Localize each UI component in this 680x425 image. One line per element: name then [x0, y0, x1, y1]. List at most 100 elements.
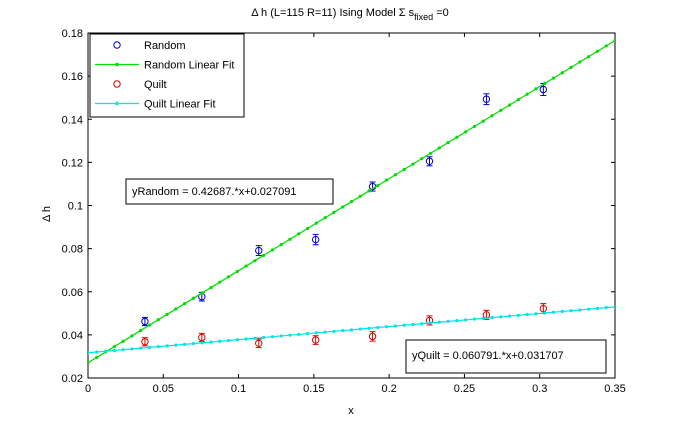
fit-line-marker [183, 342, 187, 346]
legend-line-marker [115, 62, 119, 67]
fit-line-marker [428, 151, 433, 155]
data-point [141, 338, 149, 346]
fit-line-marker [472, 124, 477, 129]
fit-line-marker [499, 108, 503, 112]
legend-point-symbol [113, 41, 121, 49]
fit-line-marker [385, 325, 389, 329]
fit-line-marker [385, 178, 389, 182]
fit-line-marker [244, 264, 248, 268]
data-point [539, 85, 548, 94]
fit-line-marker [455, 135, 459, 139]
chart-title-main: Δ h (L=115 R=11) Ising Model Σ s [251, 7, 414, 19]
annotation-random-fit-text: yRandom = 0.42687.*x+0.027091 [132, 186, 297, 198]
fit-line-marker [595, 306, 600, 311]
y-tick-label: 0.14 [62, 114, 83, 126]
fit-line-marker [270, 335, 275, 339]
fit-line-marker [604, 306, 608, 310]
fit-line-marker [305, 332, 310, 336]
fit-line-marker [367, 326, 371, 330]
fit-line-marker [543, 81, 547, 86]
fit-line-marker [525, 92, 529, 96]
fit-line-marker [174, 343, 178, 347]
x-tick-label: 0.25 [454, 383, 475, 395]
series-random [141, 82, 548, 327]
fit-line-marker [323, 216, 327, 220]
y-tick-label: 0.02 [62, 373, 83, 385]
fit-line-marker [481, 316, 485, 320]
fit-line-marker [446, 140, 450, 145]
x-tick-label: 0.3 [532, 383, 547, 395]
fit-line-marker [165, 312, 169, 316]
fit-line-marker [551, 310, 556, 314]
fit-line-quilt-linear-fit [88, 305, 615, 355]
fit-line-marker [358, 327, 362, 331]
plot-marks [88, 38, 615, 365]
fit-line-marker [332, 210, 336, 214]
fit-line-marker [490, 315, 494, 320]
series-quilt [141, 303, 548, 349]
fit-line-marker [341, 205, 345, 209]
fit-line-marker [420, 157, 424, 161]
y-tick-label: 0.06 [62, 287, 83, 299]
fit-line-marker [218, 339, 222, 343]
fit-line-marker [88, 351, 90, 355]
fit-line-marker [349, 200, 354, 204]
fit-line-marker [209, 340, 213, 344]
data-point [255, 339, 263, 347]
fit-line-marker [455, 319, 459, 323]
fit-line-marker [604, 44, 608, 48]
fit-line-marker [121, 339, 125, 343]
fit-line-marker [323, 330, 327, 334]
fit-line-marker [297, 332, 301, 337]
fit-line-marker [437, 320, 441, 324]
data-point [539, 304, 548, 313]
fit-line-marker [613, 305, 615, 309]
fit-line-marker [560, 309, 564, 314]
legend-label: Quilt [144, 79, 167, 91]
fit-line-marker [314, 221, 318, 225]
fit-line-marker [95, 350, 99, 354]
fit-line-marker [516, 313, 520, 317]
fit-line-marker [156, 318, 160, 322]
fit-line-marker [139, 346, 143, 350]
fit-line-marker [95, 355, 99, 359]
fit-line-marker [587, 55, 591, 59]
fit-line-marker [464, 130, 468, 134]
annotation-quilt-fit: yQuilt = 0.060791.*x+0.031707 [405, 339, 607, 374]
x-axis: 0 0.05 0.1 0.15 0.2 0.25 0.3 0.35 [85, 33, 626, 395]
fit-line-marker [288, 333, 292, 337]
fit-line-marker [490, 114, 494, 118]
fit-line-marker [244, 337, 248, 341]
x-tick-label: 0.35 [604, 383, 625, 395]
fit-line-marker [332, 329, 336, 333]
legend-line-marker [115, 101, 119, 106]
fit-line-marker [481, 119, 485, 123]
x-tick-label: 0 [85, 383, 91, 395]
y-tick-label: 0.1 [68, 201, 83, 213]
fit-line-marker [349, 328, 354, 332]
fit-line-marker [191, 296, 195, 300]
fit-line-marker [560, 71, 564, 75]
fit-line-marker [551, 76, 556, 80]
fit-line-marker [499, 315, 503, 319]
fit-line-marker [534, 87, 538, 91]
fit-line-marker [191, 341, 195, 346]
legend-label: Random [144, 40, 186, 52]
chart-title-subscript: fixed [414, 12, 433, 22]
x-axis-label: x [348, 405, 354, 417]
fit-line-marker [103, 349, 108, 353]
fit-line-marker [376, 325, 380, 330]
fit-line-marker [428, 321, 433, 325]
fit-line-marker [472, 317, 477, 321]
legend-point-symbol [113, 80, 121, 88]
fit-line-marker [165, 344, 169, 348]
legend: Random Random Linear Fit Quilt Quilt Linear… [89, 33, 245, 118]
fit-line-marker [262, 335, 266, 340]
data-point [482, 95, 491, 103]
fit-line-marker [235, 338, 239, 342]
fit-line-marker [279, 242, 283, 247]
fit-line-marker [508, 103, 512, 107]
annotation-quilt-fit-text: yQuilt = 0.060791.*x+0.031707 [412, 350, 564, 362]
fit-line-marker [305, 226, 310, 231]
